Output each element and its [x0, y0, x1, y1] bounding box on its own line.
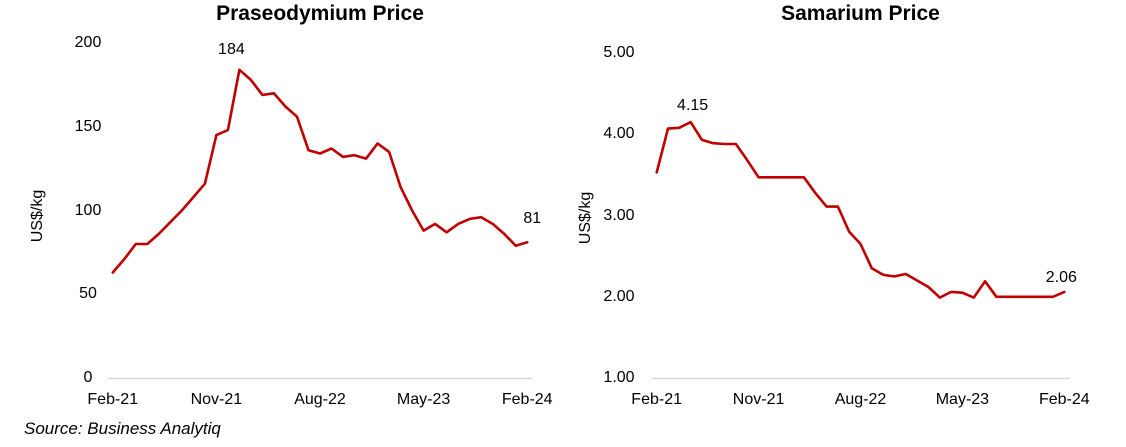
data-point-label: 184	[218, 40, 245, 58]
y-axis-tick-label: 1.00	[603, 369, 635, 386]
chart-canvas	[651, 120, 1070, 380]
data-point-label: 2.06	[1045, 268, 1077, 286]
y-axis-tick-label: 0	[83, 369, 93, 386]
x-axis-tick-label: May-23	[396, 391, 451, 408]
x-axis-tick-label: Feb-21	[631, 391, 683, 408]
y-axis-tick-label: 4.00	[603, 125, 635, 143]
x-axis-tick-label: Aug-22	[834, 391, 887, 408]
price-line	[655, 120, 1066, 299]
chart-title-samarium: Samarium Price	[781, 2, 940, 25]
y-axis-tick-label: 100	[74, 201, 102, 219]
x-axis-tick-label: Feb-21	[87, 391, 139, 408]
chart-title-praseodymium: Praseodymium Price	[216, 2, 424, 25]
x-axis-tick-label: Nov-21	[190, 391, 243, 408]
praseodymium-chart: Praseodymium Price US$/kg 0 50 100 150 200 Fe…	[0, 0, 563, 414]
y-axis-tick-label: 150	[74, 117, 102, 135]
data-point-label: 81	[523, 210, 542, 228]
y-axis-tick-label: 5.00	[603, 44, 635, 61]
x-axis-tick-label: Nov-21	[732, 391, 785, 408]
y-axis-tick-label: 3.00	[603, 206, 635, 224]
samarium-chart: Samarium Price US$/kg 1.00 2.00 3.00 4.00 5.…	[563, 0, 1126, 414]
y-axis-tick-label: 50	[79, 285, 97, 303]
x-axis-tick-label: Feb-24	[501, 391, 553, 408]
chart-canvas	[107, 68, 533, 380]
x-axis-tick-label: May-23	[935, 391, 990, 408]
y-axis-tick-label: 2.00	[603, 287, 635, 305]
x-axis-tick-label: Feb-24	[1038, 391, 1090, 408]
price-line	[111, 68, 529, 274]
x-axis-tick-label: Aug-22	[294, 391, 346, 408]
y-axis-tick-label: 200	[74, 34, 102, 51]
data-point-label: 4.15	[677, 97, 709, 115]
source-note: Source: Business Analytiq	[24, 419, 221, 438]
